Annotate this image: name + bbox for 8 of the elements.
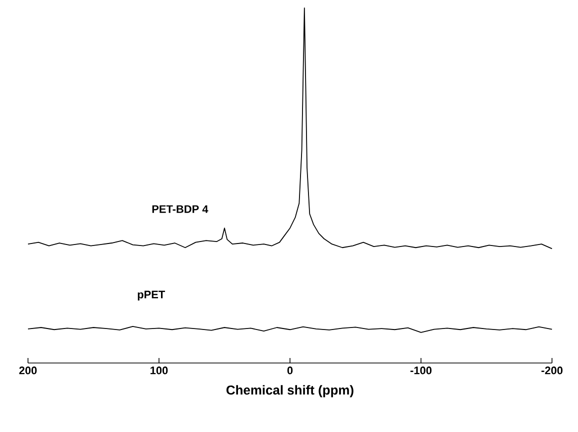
x-tick-label: 200 bbox=[19, 366, 37, 374]
x-axis-title: Chemical shift (ppm) bbox=[226, 385, 354, 398]
x-tick-label: -100 bbox=[410, 366, 432, 374]
x-tick-label: 100 bbox=[150, 366, 168, 374]
text: PET-BDP 4 bbox=[152, 205, 208, 213]
x-tick-label: -200 bbox=[541, 366, 563, 374]
text: pPET bbox=[138, 290, 166, 301]
x-tick-label: 0 bbox=[287, 366, 293, 374]
